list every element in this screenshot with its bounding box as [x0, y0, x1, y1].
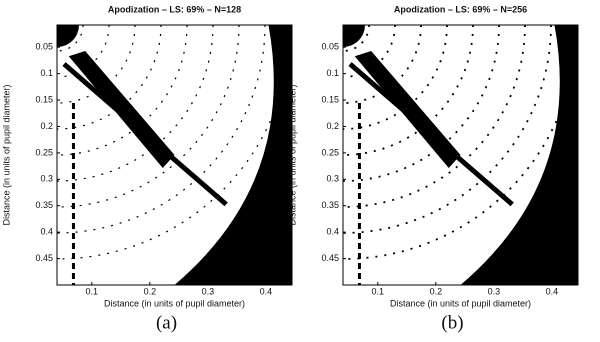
ripple — [57, 25, 110, 78]
y-axis-label: Distance (in units of pupil diameter) — [1, 84, 11, 225]
ripple — [57, 25, 266, 234]
y-tick-label: 0.05 — [35, 42, 53, 52]
image-panel — [342, 24, 579, 286]
outer-dark-region — [460, 25, 578, 285]
ripple — [343, 25, 552, 234]
ripple — [343, 25, 370, 52]
spider-blob — [68, 51, 175, 168]
y-tick-label: 0.15 — [321, 94, 339, 104]
corner-obscuration — [343, 25, 365, 47]
corner-obscuration — [57, 25, 79, 47]
y-tick-label: 0.25 — [35, 147, 53, 157]
spider-blob — [354, 51, 461, 168]
y-tick-label: 0.3 — [326, 174, 339, 184]
y-tick-label: 0.45 — [35, 253, 53, 263]
chart-title: Apodization – LS: 69% – N=256 — [394, 4, 527, 14]
frame — [56, 24, 293, 286]
ripple — [57, 25, 84, 52]
x-tick-label: 0.3 — [202, 286, 215, 296]
y-tick-label: 0.45 — [321, 253, 339, 263]
ripple — [343, 25, 448, 130]
ripple — [343, 25, 474, 156]
frame — [342, 24, 579, 286]
x-tick-label: 0.2 — [144, 286, 157, 296]
ripple — [57, 25, 188, 156]
y-tick-label: 0.35 — [321, 200, 339, 210]
y-tick-label: 0.1 — [326, 68, 339, 78]
y-tick-label: 0.4 — [40, 227, 53, 237]
x-tick-label: 0.1 — [86, 286, 99, 296]
x-tick-label: 0.4 — [546, 286, 559, 296]
chart-title: Apodization – LS: 69% – N=128 — [108, 4, 241, 14]
x-tick-label: 0.4 — [260, 286, 273, 296]
x-axis-label: Distance (in units of pupil diameter) — [390, 298, 531, 308]
y-tick-label: 0.35 — [35, 200, 53, 210]
caption: (b) — [441, 312, 463, 333]
image-panel — [56, 24, 293, 286]
intensity-map — [343, 25, 578, 285]
y-tick-label: 0.2 — [40, 121, 53, 131]
caption: (a) — [156, 312, 177, 333]
y-tick-label: 0.2 — [326, 121, 339, 131]
y-tick-label: 0.25 — [321, 147, 339, 157]
y-tick-label: 0.3 — [40, 174, 53, 184]
y-axis-label: Distance (in units of pupil diameter) — [287, 84, 297, 225]
y-tick-label: 0.4 — [326, 227, 339, 237]
x-tick-label: 0.2 — [430, 286, 443, 296]
ripple — [343, 25, 396, 78]
ripple — [57, 25, 162, 130]
x-tick-label: 0.3 — [488, 286, 501, 296]
y-tick-label: 0.15 — [35, 94, 53, 104]
intensity-map — [57, 25, 292, 285]
outer-dark-region — [174, 25, 292, 285]
y-tick-label: 0.05 — [321, 42, 339, 52]
x-axis-label: Distance (in units of pupil diameter) — [104, 298, 245, 308]
y-tick-label: 0.1 — [40, 68, 53, 78]
x-tick-label: 0.1 — [372, 286, 385, 296]
